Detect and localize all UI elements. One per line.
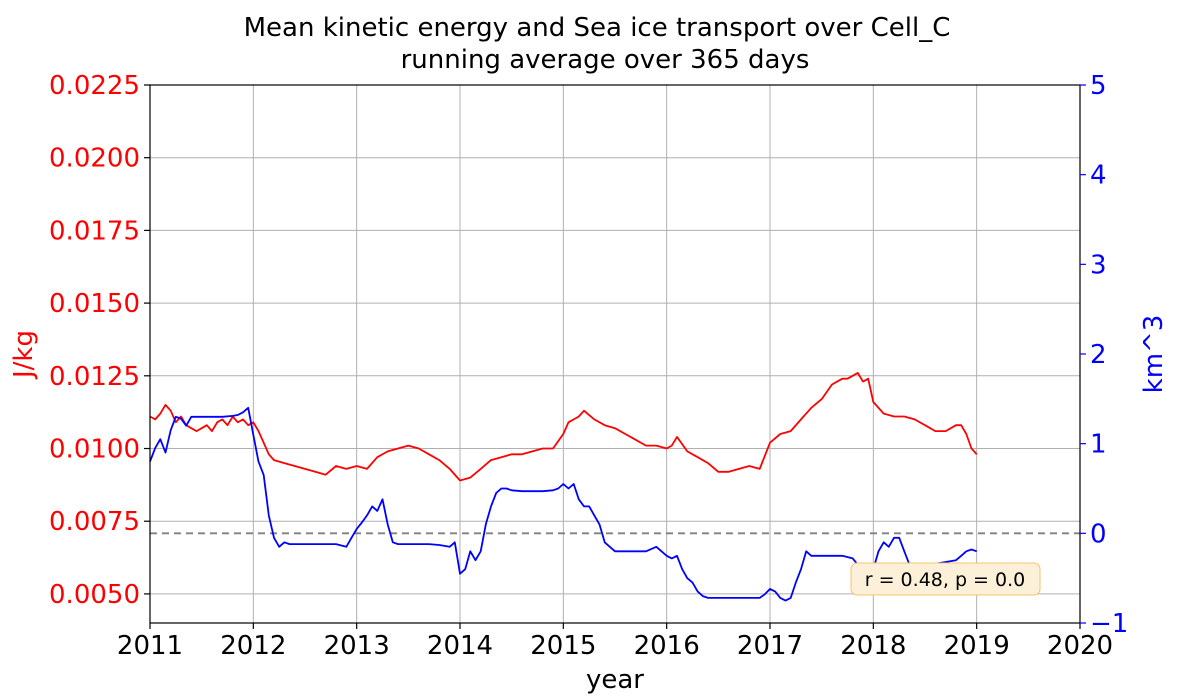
right-y-tick-label: 4 xyxy=(1090,161,1107,191)
left-y-tick-label: 0.0150 xyxy=(49,289,140,319)
x-tick-label: 2017 xyxy=(737,631,803,661)
annotation-box xyxy=(850,562,1041,596)
x-tick-label: 2014 xyxy=(427,631,493,661)
plot-frame xyxy=(149,84,1081,624)
x-tick-label: 2020 xyxy=(1047,631,1113,661)
right-y-tick-label: −1 xyxy=(1090,609,1128,639)
right-y-tick-label: 3 xyxy=(1090,250,1107,280)
axis-ticks xyxy=(144,84,1086,629)
right-y-tick-label: 2 xyxy=(1090,340,1107,370)
chart-subtitle: running average over 365 days xyxy=(401,45,810,75)
x-tick-label: 2016 xyxy=(634,631,700,661)
x-tick-label: 2015 xyxy=(530,631,596,661)
left-y-tick-label: 0.0200 xyxy=(49,144,140,174)
left-axis-label: J/kg xyxy=(9,330,39,380)
right-y-tick-label: 0 xyxy=(1090,519,1107,549)
correlation-annotation: r = 0.48, p = 0.0 xyxy=(850,562,1041,596)
x-tick-label: 2018 xyxy=(840,631,906,661)
right-axis-label: km^3 xyxy=(1139,315,1169,394)
left-y-tick-label: 0.0225 xyxy=(49,71,140,101)
kinetic-energy-line xyxy=(149,372,978,482)
left-y-tick-label: 0.0175 xyxy=(49,216,140,246)
x-tick-label: 2019 xyxy=(944,631,1010,661)
x-axis-label: year xyxy=(586,665,644,695)
sea-ice-transport-line xyxy=(149,406,977,602)
x-tick-label: 2011 xyxy=(117,631,183,661)
right-y-tick-label: 1 xyxy=(1090,430,1107,460)
x-tick-label: 2013 xyxy=(324,631,390,661)
annotation-text: r = 0.48, p = 0.0 xyxy=(865,569,1025,591)
grid-lines xyxy=(149,84,1081,623)
chart-title: Mean kinetic energy and Sea ice transpor… xyxy=(244,13,951,43)
left-y-tick-label: 0.0075 xyxy=(49,507,140,537)
tick-labels: 2011 2012 2013 2014 2015 2016 2017 2018 2019 2020… xyxy=(49,71,1128,661)
left-y-tick-label: 0.0100 xyxy=(49,435,140,465)
series-lines xyxy=(149,372,978,602)
left-y-tick-label: 0.0125 xyxy=(49,362,140,392)
left-y-tick-label: 0.0050 xyxy=(49,580,140,610)
x-tick-label: 2012 xyxy=(220,631,286,661)
right-y-tick-label: 5 xyxy=(1090,71,1107,101)
